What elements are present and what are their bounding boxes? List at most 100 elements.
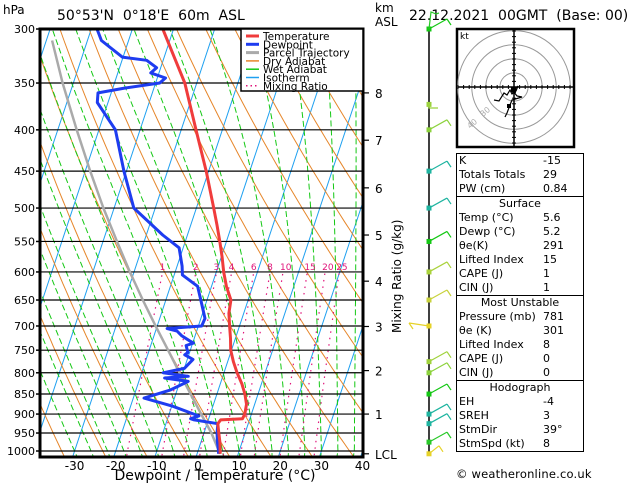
- dry-adiabat-line: [205, 29, 363, 304]
- height-axis-unit: km: [375, 1, 394, 15]
- index-value: 0: [543, 352, 550, 365]
- wet-adiabat-line: [40, 289, 111, 457]
- pressure-tick-label: 400: [14, 124, 35, 137]
- wind-barb: [426, 403, 452, 417]
- pressure-tick-label: 900: [14, 408, 35, 421]
- dry-adiabat-line: [234, 29, 363, 251]
- mixing-ratio-line: [313, 271, 340, 457]
- isotherm-line: [0, 17, 13, 468]
- wind-barb-flag: [446, 289, 452, 297]
- height-tick-label: 8: [375, 87, 383, 101]
- temperature-tick-label: 0: [194, 459, 202, 473]
- dry-adiabat-line: [59, 29, 272, 457]
- index-value: 3: [543, 409, 550, 422]
- wind-barb: [426, 413, 452, 427]
- wet-adiabat-line: [209, 29, 290, 457]
- plot-frame: [38, 27, 365, 459]
- temperature-tick-label: -30: [65, 459, 85, 473]
- mixing-ratio-label: 8: [267, 263, 273, 273]
- index-row: StmDir 39°: [457, 423, 583, 437]
- mixing-ratio-line: [160, 271, 197, 457]
- pressure-tick-label: 950: [14, 427, 35, 440]
- wet-adiabat-line: [51, 29, 208, 457]
- mixing-ratio-label: 1: [160, 263, 166, 273]
- wet-adiabat-line: [40, 157, 160, 457]
- wind-barb-flag: [446, 119, 452, 127]
- index-label: K: [459, 154, 467, 167]
- mixing-ratio-label: 25: [336, 263, 347, 273]
- datetime-label: 22.12.2021 00GMT (Base: 00): [409, 8, 628, 24]
- wind-barb-shaft: [428, 413, 448, 425]
- index-label: θe (K): [459, 324, 492, 337]
- pressure-tick-label: 300: [14, 23, 35, 36]
- isotherm-line: [40, 29, 133, 309]
- index-value: -15: [543, 154, 561, 167]
- height-tick-label: 2: [375, 365, 383, 379]
- wind-barb-top: [428, 11, 440, 30]
- mixing-ratio-line: [222, 271, 255, 457]
- pressure-tick-label: 550: [14, 235, 35, 248]
- wind-barb-flag: [438, 445, 444, 453]
- isotherm-line: [40, 29, 92, 185]
- index-label: SREH: [459, 409, 489, 422]
- index-label: CAPE (J): [459, 267, 504, 280]
- index-row: CAPE (J) 0: [457, 352, 583, 366]
- temperature-tick-label: 10: [231, 459, 246, 473]
- wet-adiabat-line: [40, 52, 192, 457]
- x-axis-label: Dewpoint / Temperature (°C): [115, 468, 316, 484]
- wind-barb: [408, 322, 432, 330]
- legend-label: Temperature: [262, 31, 330, 43]
- index-row: Lifted Index 15: [457, 253, 583, 267]
- index-value: 8: [543, 338, 550, 351]
- index-value: 1: [543, 281, 550, 294]
- wet-adiabat-line: [133, 29, 257, 457]
- wind-barb: [426, 362, 452, 376]
- index-value: 291: [543, 239, 564, 252]
- height-tick-label: 1: [375, 408, 383, 422]
- wind-barb: [426, 197, 452, 211]
- index-value: 29: [543, 168, 557, 181]
- hodograph-header: Hodograph: [489, 381, 551, 394]
- height-tick-label: 7: [375, 134, 383, 148]
- wind-barb-flag: [446, 413, 452, 421]
- wind-barb-profile: [408, 11, 452, 457]
- mixing-ratio-label: 6: [251, 263, 257, 273]
- wind-barb-shaft: [428, 431, 448, 443]
- wet-adiabat-line: [290, 29, 322, 457]
- pressure-tick-label: 350: [14, 77, 35, 90]
- wind-barb-flag: [446, 197, 452, 205]
- index-row: Pressure (mb) 781: [457, 310, 583, 324]
- mixing-ratio-label: 4: [229, 263, 235, 273]
- index-row: Totals Totals 29: [457, 168, 583, 182]
- wind-barb: [426, 230, 452, 244]
- most-unstable-header: Most Unstable: [480, 296, 560, 309]
- wind-barb-shaft: [428, 403, 448, 415]
- index-row: Dewp (°C) 5.2: [457, 225, 583, 239]
- wet-adiabat-line: [40, 107, 176, 457]
- index-label: Dewp (°C): [459, 225, 516, 238]
- mixing-ratio-label: 3: [214, 263, 220, 273]
- index-value: 39°: [543, 423, 563, 436]
- pressure-tick-label: 1000: [7, 445, 35, 458]
- height-tick-label: 6: [375, 182, 383, 196]
- index-label: Lifted Index: [459, 253, 524, 266]
- index-value: 0: [543, 366, 550, 379]
- hodograph-marker: [511, 87, 516, 92]
- wind-barb-flag: [446, 383, 452, 391]
- dry-adiabat-line: [263, 29, 363, 199]
- wind-barb-flag: [446, 362, 452, 370]
- index-label: StmDir: [459, 423, 498, 436]
- wind-barb-flag: [446, 351, 452, 358]
- indices-basic-section: K -15 Totals Totals 29 PW (cm) 0.84: [457, 154, 583, 197]
- wet-adiabat-line: [40, 247, 127, 457]
- wet-adiabat-line: [352, 29, 357, 457]
- temperature-tick-label: -10: [147, 459, 167, 473]
- pressure-tick-label: 450: [14, 165, 35, 178]
- wind-barb-shaft: [428, 119, 448, 131]
- index-label: Pressure (mb): [459, 310, 536, 323]
- wind-barb-flag: [446, 403, 452, 411]
- legend-label: Mixing Ratio: [263, 81, 328, 93]
- pressure-tick-label: 700: [14, 320, 35, 333]
- copyright-credit: © weatheronline.co.uk: [456, 467, 592, 481]
